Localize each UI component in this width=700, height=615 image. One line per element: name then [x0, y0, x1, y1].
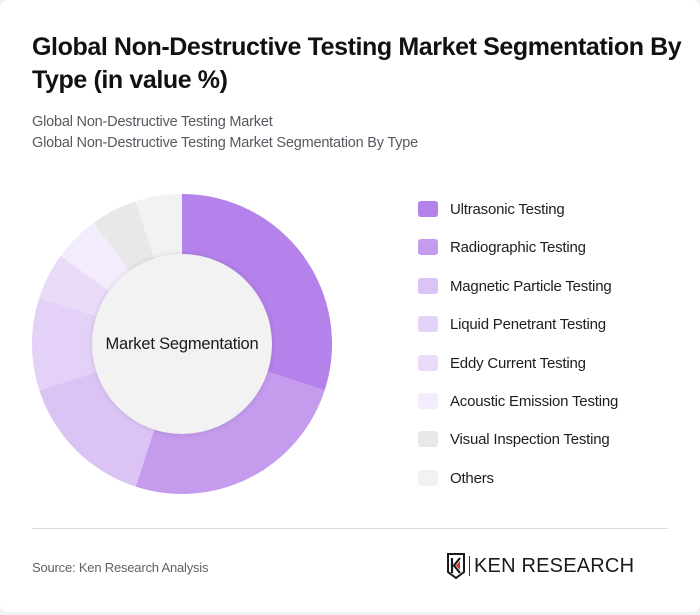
logo-accent-triangle	[456, 561, 460, 570]
legend-item-acoustic-emission[interactable]: Acoustic Emission Testing	[418, 391, 658, 411]
legend-swatch	[418, 355, 438, 371]
donut-slice-visual-inspection-testing[interactable]	[93, 201, 155, 273]
donut-slice-liquid-penetrant-testing[interactable]	[32, 297, 99, 391]
legend-item-ultrasonic[interactable]: Ultrasonic Testing	[418, 199, 658, 219]
legend-label: Others	[450, 469, 494, 487]
legend-item-liquid-penetrant[interactable]: Liquid Penetrant Testing	[418, 314, 658, 334]
legend-item-eddy-current[interactable]: Eddy Current Testing	[418, 353, 658, 373]
donut-slice-ultrasonic-testing[interactable]	[182, 194, 332, 391]
legend-item-others[interactable]: Others	[418, 468, 658, 488]
legend-swatch	[418, 201, 438, 217]
legend-item-radiographic[interactable]: Radiographic Testing	[418, 237, 658, 257]
footer-divider	[32, 528, 668, 529]
chart-subtitle-market: Global Non-Destructive Testing Market	[32, 114, 273, 130]
donut-slice-others[interactable]	[135, 194, 182, 261]
donut-center-label: Market Segmentation	[105, 334, 259, 353]
donut-slice-eddy-current-testing[interactable]	[39, 255, 111, 317]
legend-label: Acoustic Emission Testing	[450, 392, 619, 410]
chart-subtitle-segmentation: Global Non-Destructive Testing Market Se…	[32, 135, 419, 151]
source-note: Source: Ken Research Analysis	[32, 560, 209, 575]
donut-slices	[32, 194, 332, 494]
donut-slice-magnetic-particle-testing[interactable]	[39, 371, 155, 487]
logo-wordmark: KEN RESEARCH	[474, 554, 635, 577]
legend-label: Magnetic Particle Testing	[450, 277, 612, 295]
ken-research-logo: KEN RESEARCH	[447, 553, 634, 579]
donut-slice-radiographic-testing[interactable]	[135, 371, 325, 494]
legend-label: Liquid Penetrant Testing	[450, 315, 606, 333]
chart-title: Global Non-Destructive Testing Market Se…	[32, 33, 682, 94]
legend-swatch	[418, 431, 438, 447]
legend-swatch	[418, 278, 438, 294]
legend-item-magnetic-particle[interactable]: Magnetic Particle Testing	[418, 276, 658, 296]
donut-chart: Market Segmentation	[32, 194, 332, 494]
donut-center: Market Segmentation	[92, 254, 272, 434]
legend-label: Eddy Current Testing	[450, 354, 586, 372]
ken-research-shield-icon	[447, 553, 465, 579]
legend-label: Radiographic Testing	[450, 238, 586, 256]
legend-swatch	[418, 239, 438, 255]
legend-swatch	[418, 470, 438, 486]
legend-label: Ultrasonic Testing	[450, 200, 565, 218]
donut-slice-acoustic-emission-testing[interactable]	[60, 222, 131, 293]
legend-swatch	[418, 316, 438, 332]
legend-label: Visual Inspection Testing	[450, 430, 610, 448]
logo-separator	[469, 556, 470, 576]
legend-item-visual-inspection[interactable]: Visual Inspection Testing	[418, 429, 658, 449]
legend-swatch	[418, 393, 438, 409]
